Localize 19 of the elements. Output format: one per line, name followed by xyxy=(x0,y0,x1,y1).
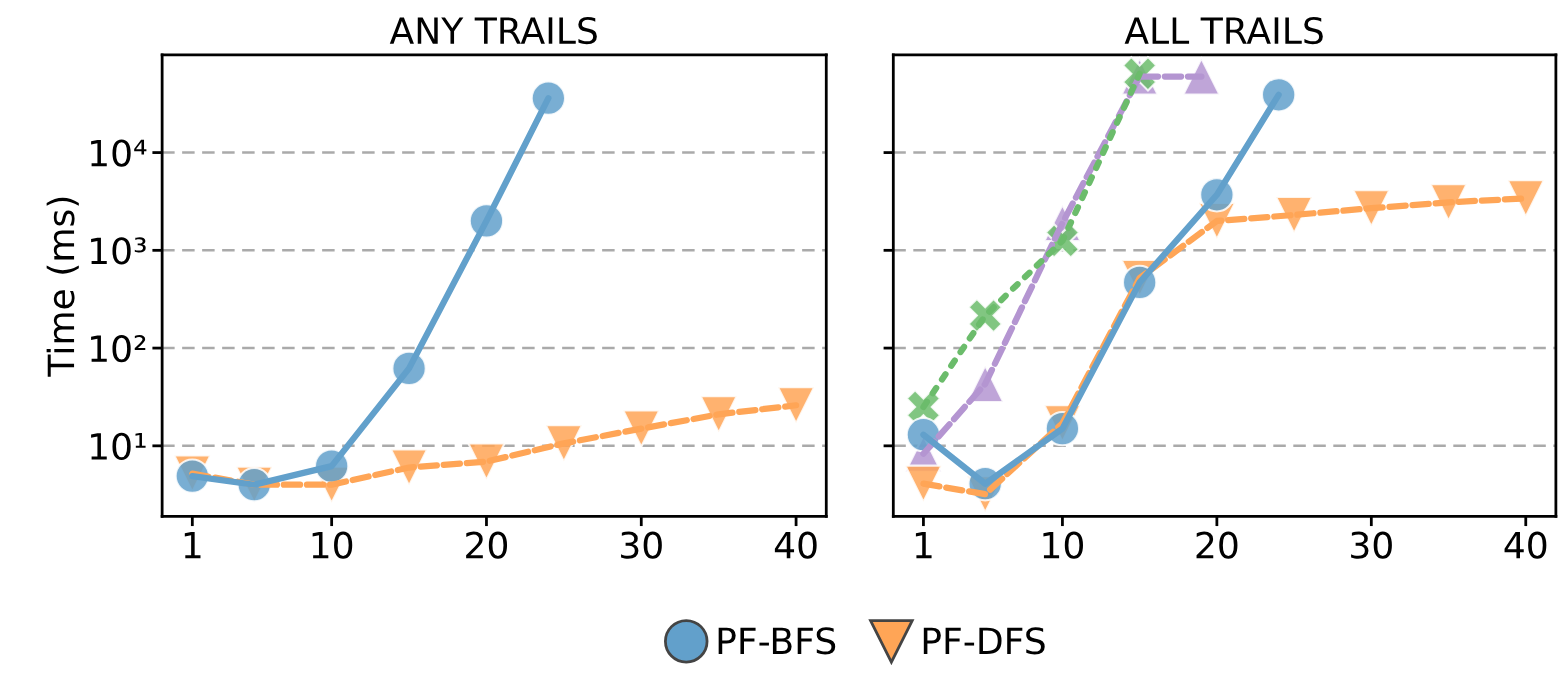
x-tick-label: 30 xyxy=(1351,531,1392,559)
chart-title: ANY TRAILS xyxy=(389,16,597,45)
y-axis-title: Time (ms) xyxy=(46,197,79,377)
y-tick-label: 10¹ xyxy=(91,432,146,461)
y-tick-label: 10³ xyxy=(91,237,146,265)
x-tick-label: 40 xyxy=(774,531,817,559)
legend-label: PF-BFS xyxy=(718,627,836,655)
x-tick-label: 20 xyxy=(1196,531,1238,559)
x-tick-label: 20 xyxy=(466,531,508,559)
x-tick-label: 30 xyxy=(621,531,662,559)
chart-title: ALL TRAILS xyxy=(1124,16,1323,45)
x-tick-label: 1 xyxy=(184,532,201,559)
x-tick-label: 10 xyxy=(312,531,353,559)
x-tick-label: 10 xyxy=(1043,531,1083,559)
x-tick-label: 1 xyxy=(915,532,932,559)
y-tick-label: 10² xyxy=(91,335,146,363)
x-tick-label: 40 xyxy=(1504,531,1547,559)
y-tick-label: 10⁴ xyxy=(91,139,147,167)
legend-label: PF-DFS xyxy=(923,627,1045,655)
